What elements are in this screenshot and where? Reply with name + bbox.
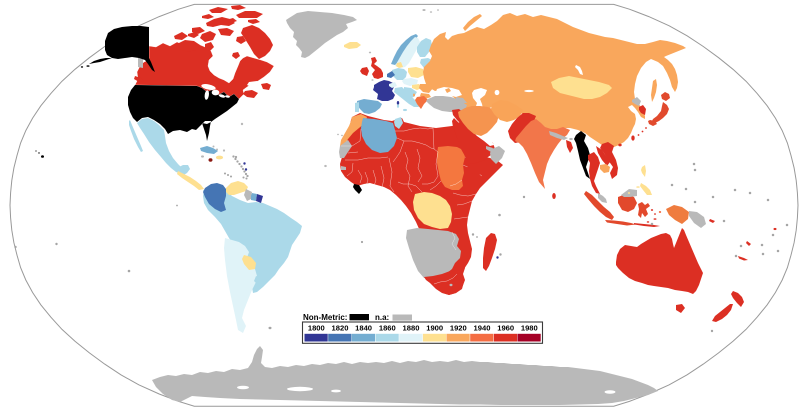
svg-text:1920: 1920 bbox=[450, 324, 467, 333]
svg-text:Non-Metric:: Non-Metric: bbox=[303, 313, 347, 322]
svg-text:1840: 1840 bbox=[355, 324, 372, 333]
svg-text:1880: 1880 bbox=[403, 324, 420, 333]
svg-text:1960: 1960 bbox=[497, 324, 514, 333]
svg-text:n.a:: n.a: bbox=[375, 313, 389, 322]
svg-text:1860: 1860 bbox=[379, 324, 396, 333]
svg-text:1820: 1820 bbox=[332, 324, 349, 333]
svg-text:1980: 1980 bbox=[521, 324, 538, 333]
svg-text:1900: 1900 bbox=[426, 324, 443, 333]
svg-text:1940: 1940 bbox=[474, 324, 491, 333]
svg-text:1800: 1800 bbox=[308, 324, 325, 333]
